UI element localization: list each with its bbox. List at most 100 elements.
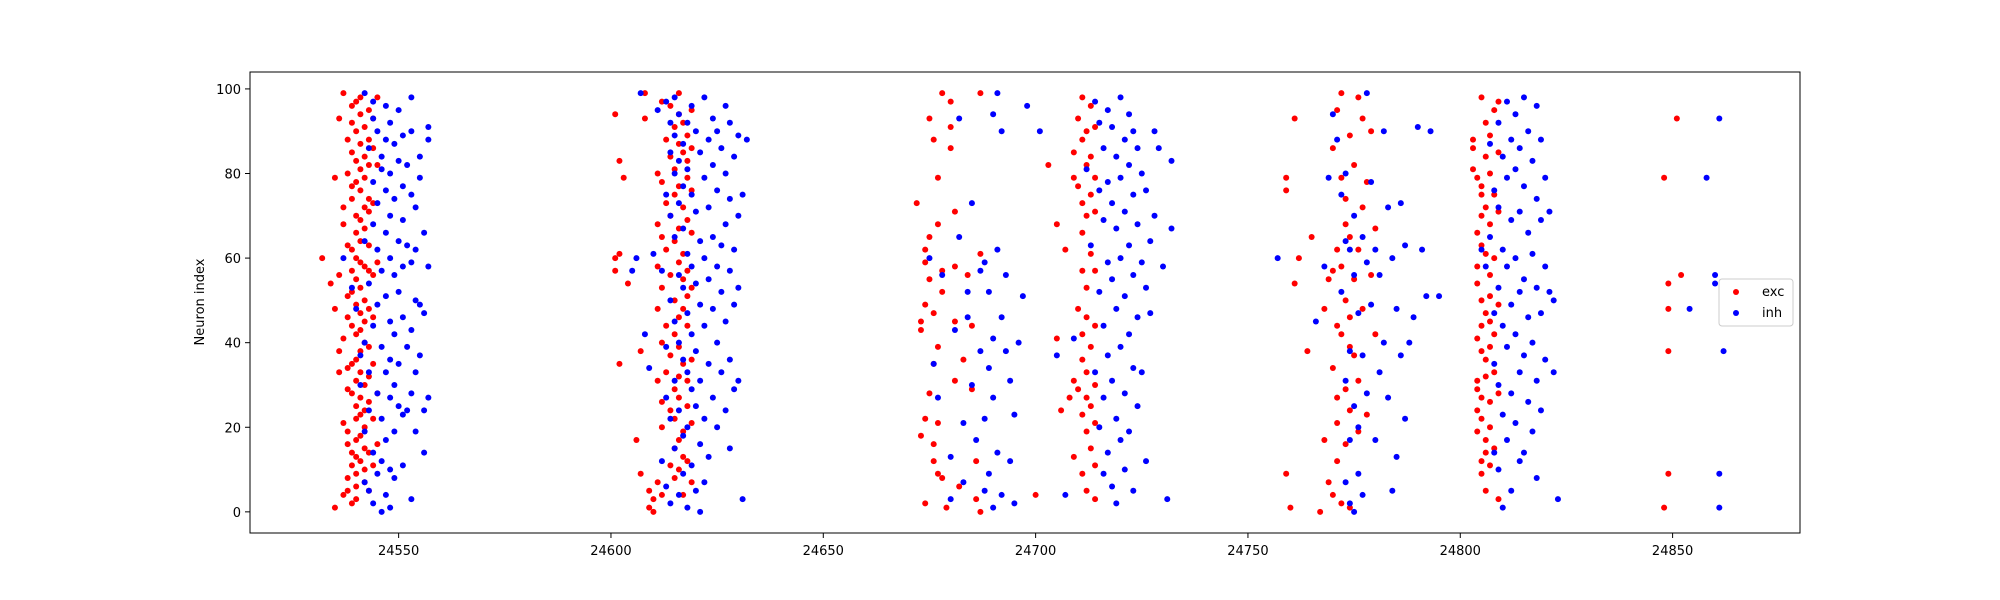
- spike-point-inh: [382, 369, 389, 376]
- spike-point-exc: [1355, 377, 1362, 384]
- spike-point-exc: [1487, 424, 1493, 431]
- spike-point-exc: [646, 504, 653, 511]
- spike-point-inh: [1537, 407, 1544, 414]
- spike-point-exc: [1478, 191, 1485, 198]
- spike-point-inh: [956, 233, 963, 240]
- spike-point-exc: [353, 453, 360, 460]
- spike-point-inh: [365, 407, 372, 414]
- spike-point-exc: [348, 449, 355, 456]
- spike-point-inh: [1525, 314, 1532, 321]
- spike-point-inh: [1100, 217, 1107, 224]
- spike-point-inh: [1529, 157, 1536, 164]
- legend-label-inh: inh: [1762, 306, 1782, 321]
- spike-point-inh: [1104, 107, 1111, 114]
- spike-point-exc: [1083, 212, 1090, 219]
- spike-point-inh: [692, 348, 699, 355]
- spike-point-exc: [357, 284, 364, 291]
- spike-point-exc: [1482, 449, 1489, 456]
- spike-point-exc: [1495, 390, 1502, 397]
- spike-point-inh: [387, 466, 394, 473]
- spike-point-exc: [1482, 250, 1489, 257]
- spike-point-exc: [1087, 153, 1094, 160]
- spike-point-inh: [404, 343, 411, 350]
- spike-point-inh: [1363, 90, 1370, 97]
- spike-point-exc: [357, 310, 364, 317]
- spike-point-inh: [412, 369, 419, 376]
- spike-point-inh: [1495, 204, 1502, 211]
- spike-point-exc: [365, 267, 372, 274]
- series-inh: [340, 90, 1727, 515]
- spike-point-inh: [1499, 411, 1506, 418]
- spike-point-exc: [1087, 250, 1094, 257]
- spike-point-inh: [1002, 272, 1009, 279]
- spike-point-inh: [361, 238, 368, 245]
- spike-point-inh: [981, 415, 988, 422]
- spike-point-inh: [709, 233, 716, 240]
- spike-point-exc: [1474, 428, 1481, 435]
- spike-point-exc: [1053, 221, 1060, 228]
- spike-point-exc: [684, 132, 691, 139]
- spike-point-exc: [671, 238, 678, 245]
- spike-point-inh: [395, 288, 402, 295]
- spike-point-inh: [1151, 128, 1158, 135]
- spike-point-inh: [1491, 310, 1498, 317]
- spike-point-inh: [408, 94, 415, 101]
- spike-point-inh: [395, 403, 402, 410]
- spike-point-inh: [654, 107, 661, 114]
- spike-point-inh: [697, 377, 704, 384]
- spike-point-exc: [934, 470, 941, 477]
- spike-point-inh: [1168, 157, 1175, 164]
- spike-point-exc: [663, 369, 670, 376]
- spike-point-exc: [650, 508, 657, 515]
- spike-point-exc: [922, 500, 929, 507]
- spike-point-exc: [353, 403, 360, 410]
- spike-point-exc: [1083, 128, 1090, 135]
- spike-point-exc: [1363, 178, 1370, 185]
- spike-point-inh: [1508, 487, 1515, 494]
- spike-point-inh: [1087, 242, 1094, 249]
- spike-point-inh: [998, 128, 1005, 135]
- spike-point-exc: [951, 377, 958, 384]
- spike-point-inh: [391, 140, 398, 147]
- spike-point-exc: [357, 411, 364, 418]
- spike-point-inh: [977, 348, 984, 355]
- spike-point-exc: [616, 157, 623, 164]
- spike-point-exc: [340, 335, 347, 342]
- spike-point-inh: [1499, 322, 1506, 329]
- spike-point-inh: [1019, 293, 1026, 300]
- spike-point-exc: [650, 496, 657, 503]
- spike-point-inh: [714, 339, 721, 346]
- spike-point-inh: [1143, 284, 1150, 291]
- spike-point-exc: [1092, 123, 1099, 130]
- spike-point-exc: [1673, 115, 1680, 122]
- spike-point-exc: [671, 166, 678, 173]
- spike-point-inh: [671, 94, 678, 101]
- spike-point-exc: [680, 149, 687, 156]
- spike-point-inh: [671, 377, 678, 384]
- spike-point-inh: [1376, 272, 1383, 279]
- spike-point-exc: [658, 284, 665, 291]
- spike-point-exc: [654, 377, 661, 384]
- spike-point-inh: [1002, 348, 1009, 355]
- spike-point-inh: [387, 255, 394, 262]
- spike-point-inh: [416, 301, 423, 308]
- spike-point-inh: [1491, 449, 1498, 456]
- spike-point-inh: [650, 250, 657, 257]
- spike-point-inh: [387, 394, 394, 401]
- spike-point-inh: [1406, 339, 1413, 346]
- spike-point-inh: [692, 487, 699, 494]
- spike-point-exc: [1079, 200, 1086, 207]
- spike-point-exc: [1087, 445, 1094, 452]
- spike-point-exc: [1474, 335, 1481, 342]
- spike-point-inh: [1533, 284, 1540, 291]
- spike-point-exc: [1334, 420, 1341, 427]
- spike-point-inh: [1109, 276, 1116, 283]
- spike-point-exc: [353, 377, 360, 384]
- spike-point-exc: [357, 140, 364, 147]
- spike-point-inh: [990, 335, 997, 342]
- spike-point-exc: [1491, 255, 1498, 262]
- spike-point-inh: [1542, 356, 1549, 363]
- spike-point-exc: [671, 475, 678, 482]
- spike-point-exc: [926, 276, 933, 283]
- spike-point-exc: [357, 394, 364, 401]
